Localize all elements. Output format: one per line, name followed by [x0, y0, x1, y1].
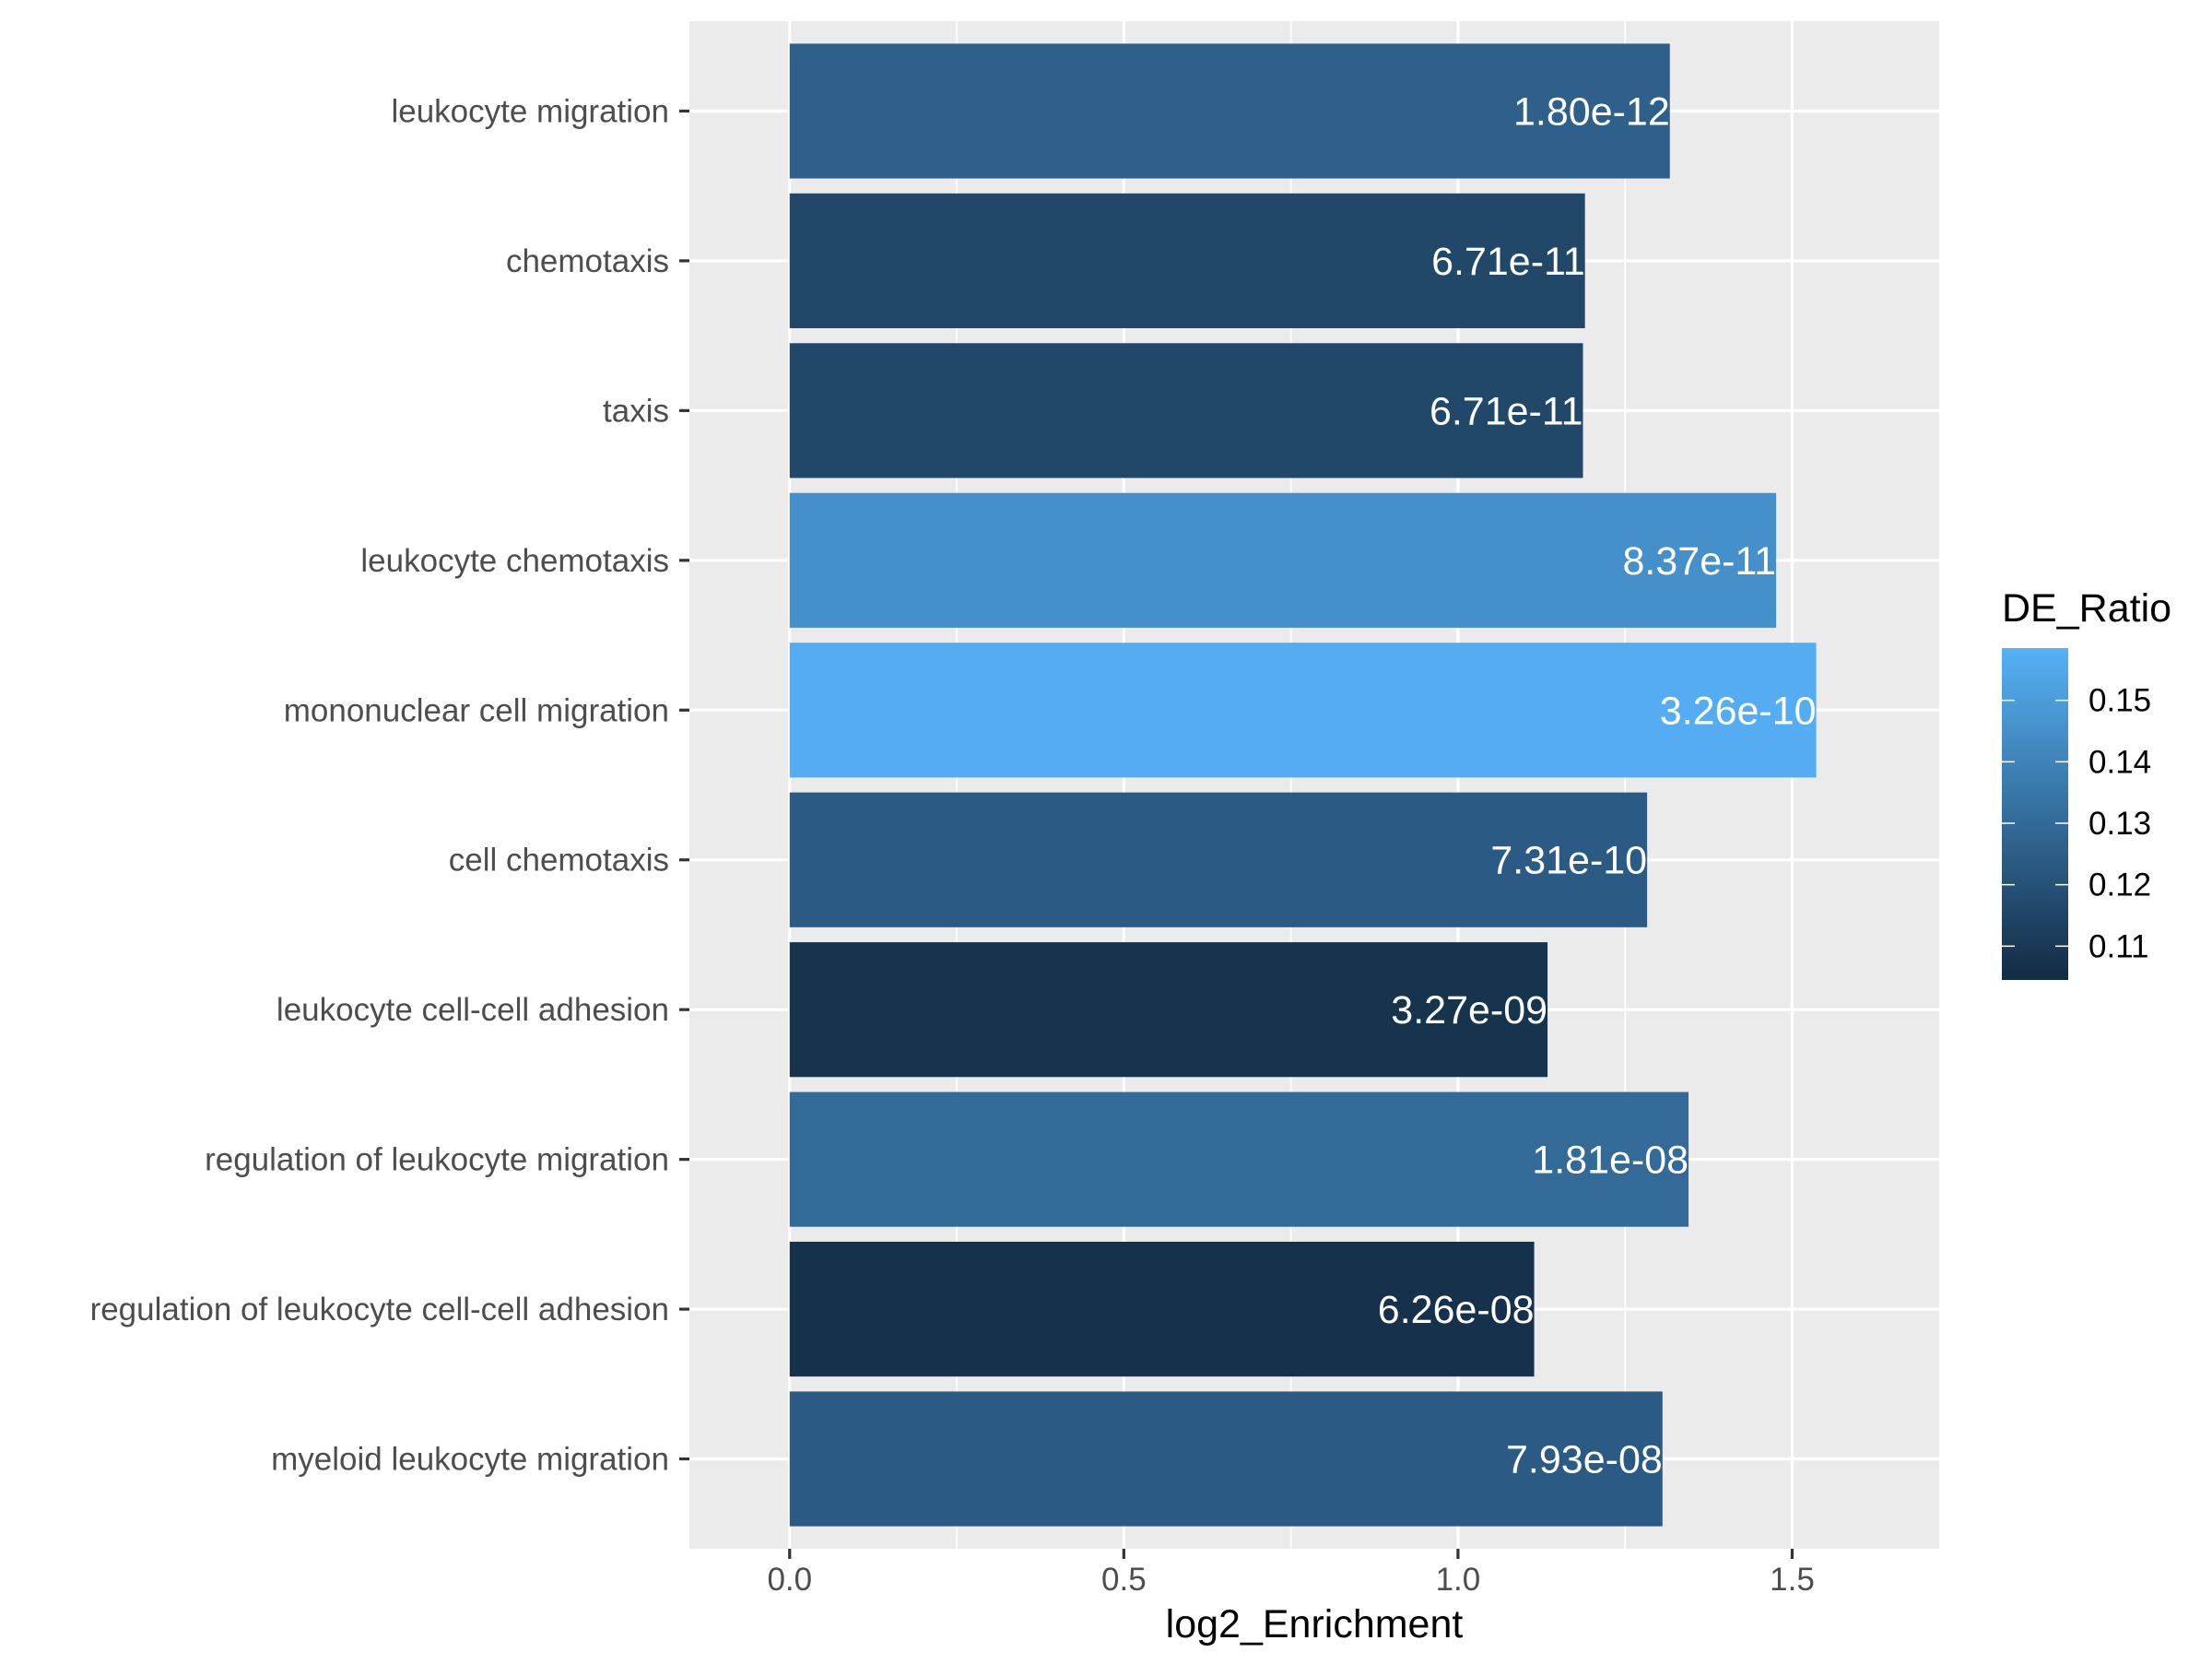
x-axis: 0.0 0.5 1.0 1.5: [767, 1549, 1815, 1598]
category-label: leukocyte chemotaxis: [360, 543, 669, 579]
bar-label: 1.81e-08: [1532, 1139, 1688, 1183]
bar-label: 8.37e-11: [1623, 539, 1777, 584]
category-label: taxis: [603, 393, 669, 429]
y-axis: leukocyte migration chemotaxis taxis leukoc…: [90, 93, 689, 1478]
x-tick-label: 1.5: [1770, 1562, 1815, 1598]
x-tick-label: 0.0: [767, 1562, 812, 1598]
bar: [789, 942, 1548, 1078]
bar: [789, 343, 1583, 478]
category-label: regulation of leukocyte cell-cell adhesi…: [90, 1292, 669, 1328]
category-label: regulation of leukocyte migration: [205, 1142, 669, 1178]
category-label: leukocyte cell-cell adhesion: [276, 992, 669, 1028]
x-axis-title: log2_Enrichment: [1166, 1602, 1464, 1646]
legend: DE_Ratio 0.15 0.14 0.13 0.12 0.11: [2002, 586, 2171, 980]
legend-tick-label: 0.13: [2088, 806, 2151, 842]
bar-label: 6.71e-11: [1431, 240, 1585, 284]
bar: [789, 1391, 1663, 1527]
bar: [789, 1092, 1689, 1227]
bar: [789, 1241, 1535, 1377]
bar: [789, 643, 1817, 778]
x-tick-label: 0.5: [1101, 1562, 1147, 1598]
bar-label: 7.93e-08: [1506, 1438, 1663, 1482]
bar: [789, 492, 1777, 628]
category-label: mononuclear cell migration: [284, 692, 669, 728]
bar: [789, 792, 1648, 927]
bar: [789, 193, 1585, 329]
legend-tick-label: 0.14: [2088, 744, 2151, 780]
legend-ticks: 0.15 0.14 0.13 0.12 0.11: [2002, 683, 2151, 964]
bar-labels: 1.80e-12 6.71e-11 6.71e-11 8.37e-11 3.26e-10…: [1378, 89, 1817, 1481]
bar-label: 6.71e-11: [1430, 389, 1583, 433]
legend-tick-label: 0.11: [2088, 928, 2149, 964]
legend-tick-label: 0.15: [2088, 683, 2151, 719]
category-label: myeloid leukocyte migration: [271, 1442, 669, 1478]
bar-label: 7.31e-10: [1490, 839, 1647, 883]
category-label: cell chemotaxis: [449, 843, 669, 879]
category-label: chemotaxis: [506, 243, 669, 279]
category-label: leukocyte migration: [391, 93, 669, 129]
bar-label: 6.26e-08: [1378, 1288, 1535, 1332]
legend-title: DE_Ratio: [2002, 586, 2171, 631]
legend-tick-label: 0.12: [2088, 867, 2151, 903]
bar-label: 1.80e-12: [1513, 89, 1670, 134]
bar-label: 3.26e-10: [1660, 689, 1817, 733]
legend-colorbar: [2002, 648, 2068, 980]
bar-label: 3.27e-09: [1391, 988, 1547, 1033]
bar: [789, 43, 1670, 179]
x-tick-label: 1.0: [1436, 1562, 1481, 1598]
bars: [789, 43, 1817, 1527]
